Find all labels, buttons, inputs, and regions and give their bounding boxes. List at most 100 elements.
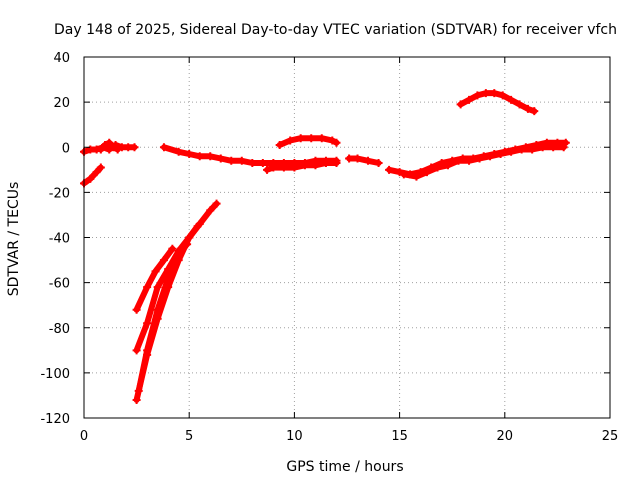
data-point — [143, 319, 152, 328]
data-point — [507, 147, 516, 156]
data-point — [345, 154, 354, 163]
data-point — [517, 145, 526, 154]
y-tick-label: -60 — [49, 277, 70, 292]
data-point — [237, 156, 246, 165]
data-point — [101, 140, 110, 149]
data-point — [279, 163, 288, 172]
series-line-arc-4 — [133, 200, 220, 403]
data-point — [328, 136, 337, 145]
data-point — [412, 172, 421, 181]
data-point — [473, 91, 482, 100]
data-point — [300, 161, 309, 170]
data-series — [80, 89, 570, 404]
data-point — [290, 163, 299, 172]
x-tick-label: 10 — [286, 429, 303, 444]
x-tick-label: 25 — [602, 429, 619, 444]
data-point — [195, 152, 204, 161]
data-point — [132, 346, 141, 355]
data-point — [311, 161, 320, 170]
data-point — [549, 143, 558, 152]
data-point — [490, 89, 499, 98]
data-point — [399, 170, 408, 179]
data-point — [465, 95, 474, 104]
data-point — [153, 305, 162, 314]
data-point — [258, 159, 267, 168]
data-point — [456, 100, 465, 109]
x-tick-label: 20 — [497, 429, 514, 444]
data-point — [248, 159, 257, 168]
data-point — [269, 163, 278, 172]
data-point — [212, 199, 221, 208]
data-point — [143, 283, 152, 292]
data-point — [530, 107, 539, 116]
data-point — [159, 143, 168, 152]
data-point — [465, 156, 474, 165]
x-tick-label: 0 — [80, 429, 88, 444]
series-line-arc-1 — [81, 164, 104, 187]
data-point — [227, 156, 236, 165]
data-point — [193, 222, 202, 231]
data-point — [496, 150, 505, 159]
data-point — [332, 159, 341, 168]
data-point — [481, 89, 490, 98]
y-tick-label: -120 — [40, 412, 70, 427]
data-point — [528, 145, 537, 154]
data-point — [151, 267, 160, 276]
data-point — [130, 143, 139, 152]
axis-ticks — [83, 56, 611, 419]
series-line-arc-13 — [400, 144, 567, 180]
data-point — [143, 346, 152, 355]
data-point — [443, 161, 452, 170]
data-point — [113, 145, 122, 154]
x-tick-label: 15 — [391, 429, 408, 444]
data-point — [332, 138, 341, 147]
data-point — [174, 147, 183, 156]
data-point — [307, 134, 316, 143]
data-point — [475, 154, 484, 163]
data-point — [105, 138, 114, 147]
data-point — [164, 274, 173, 283]
data-point — [263, 165, 272, 174]
data-point — [132, 305, 141, 314]
data-point — [109, 143, 118, 152]
data-point — [433, 163, 442, 172]
data-point — [153, 283, 162, 292]
series-line-arc-7 — [135, 241, 191, 394]
y-tick-label: 40 — [53, 51, 70, 66]
y-tick-label: -100 — [40, 367, 70, 382]
data-point — [486, 152, 495, 161]
data-point — [385, 165, 394, 174]
data-point — [321, 159, 330, 168]
series-line-arc-14 — [457, 90, 538, 115]
data-point — [174, 247, 183, 256]
data-point — [538, 143, 547, 152]
data-point — [134, 386, 143, 395]
data-point — [523, 104, 532, 113]
data-point — [92, 168, 101, 177]
data-point — [206, 152, 215, 161]
tick-labels: 0 5 10 15 20 25 -120 -100 -80 -60 -40 -20 0 20 40 — [40, 51, 618, 444]
data-point — [206, 206, 215, 215]
data-point — [159, 256, 168, 265]
y-tick-label: -20 — [49, 186, 70, 201]
data-point — [507, 95, 516, 104]
data-point — [286, 136, 295, 145]
data-point — [86, 174, 95, 183]
data-point — [364, 156, 373, 165]
data-point — [515, 100, 524, 109]
data-point — [422, 168, 431, 177]
data-point — [317, 134, 326, 143]
data-point — [216, 154, 225, 163]
data-point — [183, 240, 192, 249]
data-point — [296, 134, 305, 143]
y-axis-label: SDTVAR / TECUs — [6, 182, 22, 297]
data-point — [185, 150, 194, 159]
data-point — [353, 154, 362, 163]
data-point — [96, 145, 105, 154]
x-tick-label: 5 — [185, 429, 193, 444]
y-tick-label: 20 — [53, 96, 70, 111]
y-tick-label: -80 — [49, 322, 70, 337]
series-line-arc-11 — [346, 155, 382, 166]
data-point — [168, 244, 177, 253]
